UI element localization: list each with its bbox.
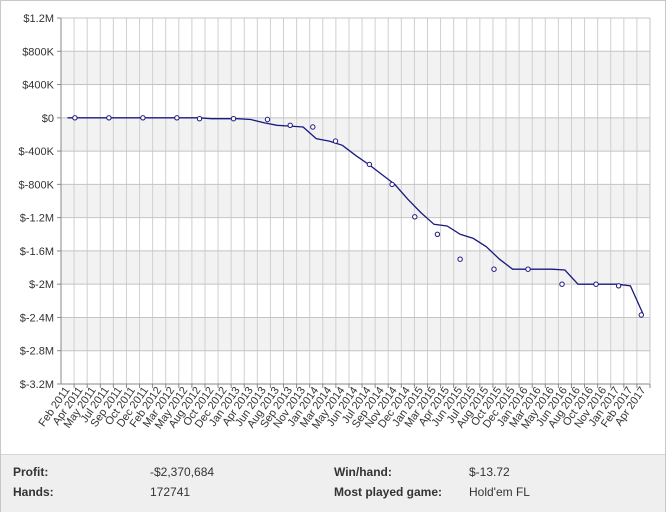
data-marker [593, 281, 599, 287]
data-marker [434, 231, 441, 238]
data-marker [525, 266, 531, 272]
y-tick-label: $400K [22, 80, 54, 92]
data-marker [366, 161, 373, 168]
profit-value: -$2,370,684 [150, 465, 215, 479]
most-played-game-value: Hold'em FL [469, 485, 530, 499]
data-marker [140, 115, 146, 121]
grid-band [61, 250, 650, 285]
hands-label: Hands: [13, 485, 54, 499]
grid-band [61, 317, 650, 351]
y-tick-label: $-3.2M [20, 379, 54, 391]
profit-chart: $1.2M $800K $400K $0 $-400K $-800K $-1.2M $-1.6… [19, 13, 651, 431]
y-tick-label: $0 [42, 113, 54, 125]
data-marker [615, 283, 622, 289]
win-per-hand-value: $-13.72 [469, 465, 510, 479]
data-marker [491, 266, 497, 272]
data-marker [457, 256, 463, 262]
grid-band [61, 51, 650, 85]
y-tick-label: $-1.6M [20, 246, 54, 258]
stats-panel: Profit: -$2,370,684 Hands: 172741 Win/ha… [1, 454, 665, 512]
most-played-game-label: Most played game: [334, 485, 443, 499]
data-marker [72, 115, 78, 121]
profit-label: Profit: [13, 465, 49, 479]
y-tick-label: $-2M [29, 279, 54, 291]
data-marker [196, 116, 203, 122]
profit-line [67, 117, 645, 316]
data-marker [638, 312, 644, 318]
data-marker [106, 115, 112, 121]
y-tick-label: $-800K [19, 179, 55, 191]
y-tick-label: $-2.8M [20, 346, 54, 358]
win-per-hand-label: Win/hand: [334, 465, 392, 479]
data-marker [174, 115, 180, 121]
data-marker [264, 116, 271, 123]
y-tick-label: $-400K [19, 146, 55, 158]
y-tick-label: $1.2M [23, 13, 54, 25]
y-tick-label: $-2.4M [20, 312, 54, 324]
data-marker [332, 138, 339, 144]
data-marker [412, 214, 418, 220]
data-marker [389, 181, 395, 188]
grid-band [61, 117, 650, 152]
data-marker [559, 281, 565, 287]
y-tick-label: $-1.2M [20, 213, 54, 225]
grid-band [61, 184, 650, 218]
y-tick-label: $800K [22, 46, 54, 58]
data-marker [230, 116, 237, 122]
data-marker [310, 124, 316, 130]
data-marker [287, 122, 293, 129]
hands-value: 172741 [150, 485, 191, 499]
